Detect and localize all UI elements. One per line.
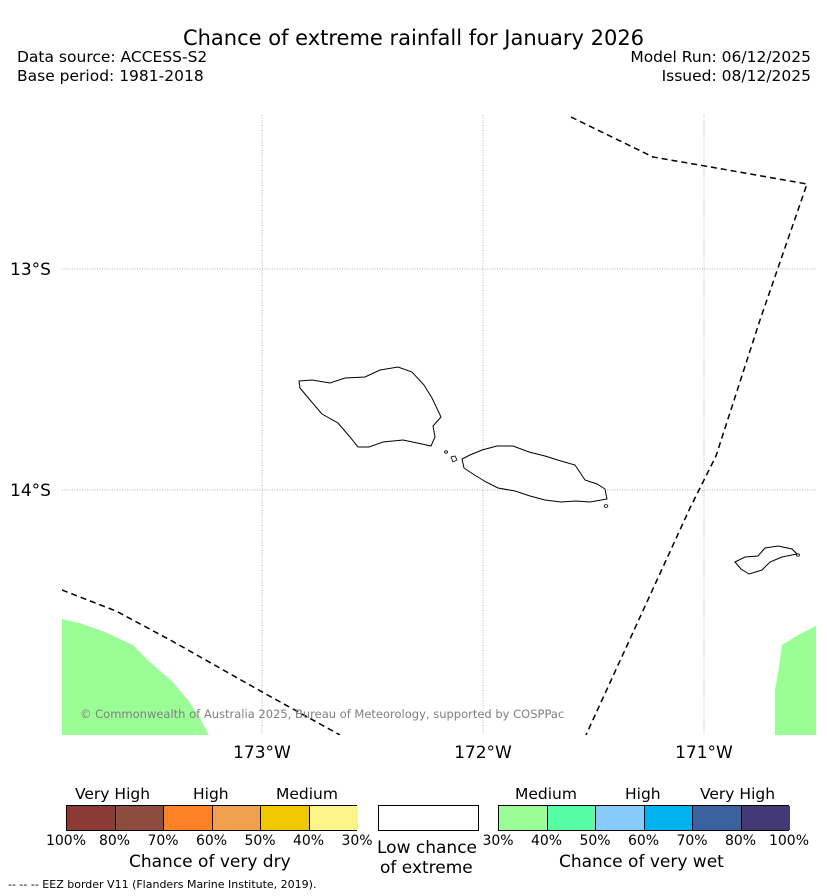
- wet-cat-medium: Medium: [515, 785, 577, 803]
- wet-area-southwest: [62, 619, 209, 735]
- dry-tick-label: 50%: [244, 833, 276, 849]
- dry-colorbar: [66, 805, 358, 831]
- dry-tick-label: 30%: [341, 833, 373, 849]
- savaii-island: [298, 366, 442, 448]
- wet-colorbar-segment: [499, 806, 548, 830]
- dry-tick-label: 100%: [45, 833, 87, 849]
- model-run: Model Run: 06/12/2025: [630, 48, 811, 66]
- gridlines: [62, 115, 816, 735]
- wet-tick-label: 50%: [579, 833, 611, 849]
- low-chance-line1: Low chance: [377, 838, 477, 858]
- base-period: Base period: 1981-2018: [17, 67, 204, 85]
- wet-colorbar-segment: [644, 806, 693, 830]
- wet-colorbar: [498, 805, 790, 831]
- wet-colorbar-segment: [693, 806, 742, 830]
- eez-border: [62, 116, 808, 735]
- dry-cat-very-high: Very High: [75, 785, 151, 803]
- wet-colorbar-segment: [547, 806, 596, 830]
- dry-colorbar-segment: [261, 806, 310, 830]
- aunuu-islet: [796, 553, 800, 557]
- chart-title: Chance of extreme rainfall for January 2…: [182, 26, 645, 50]
- lon-label-173w: 173°W: [233, 743, 291, 760]
- wet-tick-label: 60%: [627, 833, 660, 849]
- dry-cat-medium: Medium: [276, 785, 338, 803]
- dry-colorbar-title: Chance of very dry: [129, 852, 291, 872]
- lon-label-172w: 172°W: [454, 743, 512, 760]
- dry-colorbar-segment: [309, 806, 358, 830]
- wet-tick-label: 100%: [768, 833, 810, 849]
- dry-colorbar-segment: [115, 806, 164, 830]
- copyright-notice: © Commonwealth of Australia 2025, Bureau…: [80, 707, 564, 721]
- low-chance-swatch: [378, 805, 479, 831]
- wet-cat-high: High: [625, 785, 661, 803]
- manono-islet: [450, 455, 458, 463]
- apolima-islet: [444, 450, 448, 454]
- wet-area-southeast: [775, 626, 816, 735]
- issued-date: Issued: 08/12/2025: [661, 67, 811, 85]
- dry-tick-label: 60%: [195, 833, 228, 849]
- dry-colorbar-segment: [67, 806, 116, 830]
- map-panel: 13°S 14°S 173°W 172°W 171°W © Commonweal…: [10, 115, 816, 760]
- nuutele-islet: [603, 504, 609, 508]
- dry-tick-label: 70%: [147, 833, 179, 849]
- wet-tick-label: 80%: [724, 833, 757, 849]
- eez-footnote: -- -- -- EEZ border V11 (Flanders Marine…: [8, 878, 317, 891]
- lat-label-14s: 14°S: [10, 481, 51, 501]
- dry-colorbar-segment: [212, 806, 261, 830]
- wet-colorbar-title: Chance of very wet: [559, 852, 724, 872]
- lon-label-171w: 171°W: [675, 743, 733, 760]
- wet-cat-very-high: Very High: [700, 785, 776, 803]
- wet-tick-label: 30%: [482, 833, 514, 849]
- wet-tick-label: 70%: [676, 833, 708, 849]
- wet-tick-label: 40%: [530, 833, 563, 849]
- dry-tick-label: 40%: [292, 833, 325, 849]
- data-source: Data source: ACCESS-S2: [17, 48, 208, 66]
- tutuila-island: [734, 545, 799, 575]
- wet-colorbar-segment: [596, 806, 645, 830]
- dry-colorbar-segment: [164, 806, 213, 830]
- upolu-island: [461, 445, 608, 503]
- low-chance-line2: of extreme: [380, 858, 473, 878]
- dry-cat-high: High: [193, 785, 229, 803]
- dry-tick-label: 80%: [98, 833, 131, 849]
- wet-colorbar-segment: [741, 806, 790, 830]
- lat-label-13s: 13°S: [10, 260, 51, 280]
